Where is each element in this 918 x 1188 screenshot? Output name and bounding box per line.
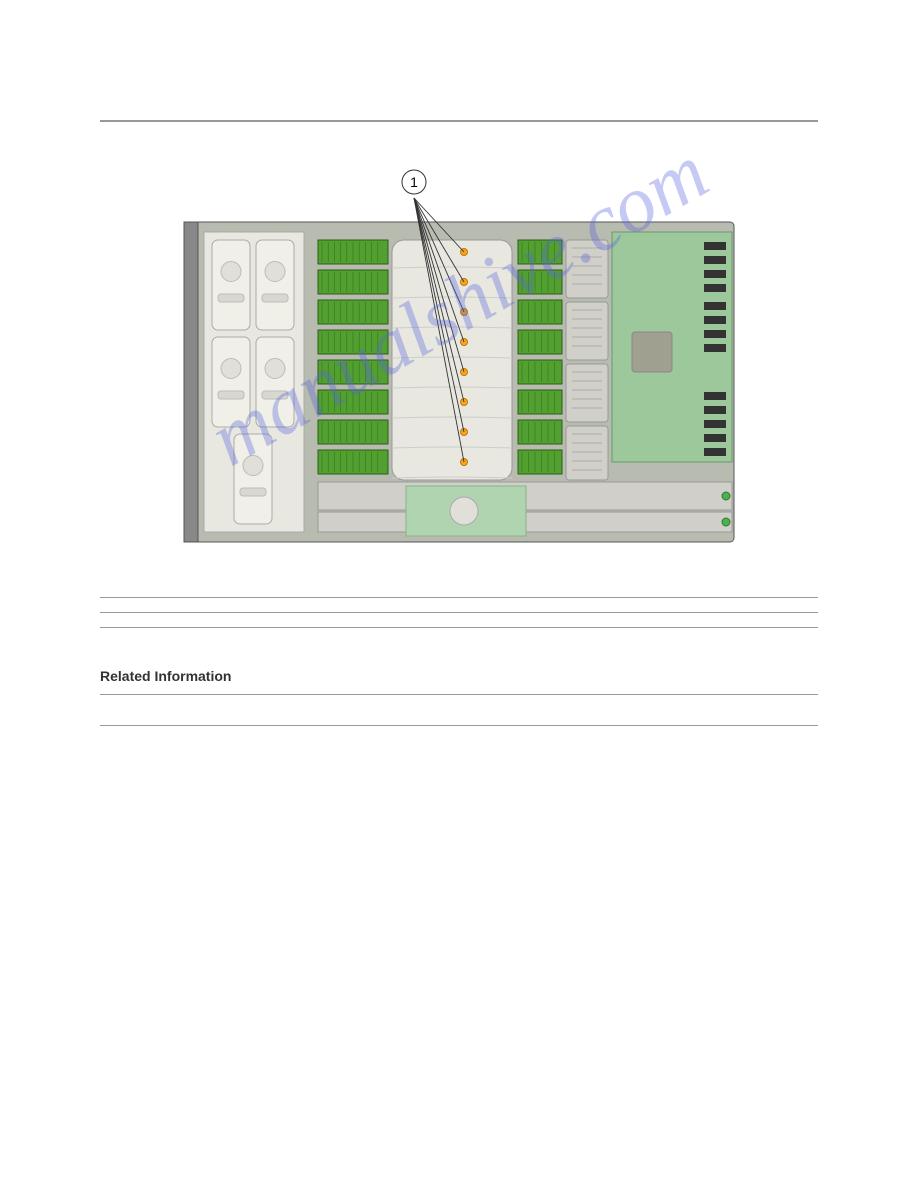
- server-svg: 1: [174, 162, 744, 562]
- table-mid-line: [100, 612, 818, 613]
- table-bottom-line: [100, 627, 818, 628]
- header-divider: [100, 120, 818, 122]
- table-row-1: [100, 619, 818, 627]
- top-spacer: [100, 60, 818, 100]
- svg-text:1: 1: [410, 174, 418, 190]
- server-diagram: 1: [174, 162, 744, 567]
- related-info-heading: Related Information: [100, 668, 818, 684]
- table-header-row: [100, 604, 818, 612]
- table-top-line: [100, 597, 818, 598]
- figure-container: 1: [100, 162, 818, 567]
- bottom-divider: [100, 725, 818, 726]
- related-info-divider: [100, 694, 818, 695]
- legend-table: [100, 597, 818, 628]
